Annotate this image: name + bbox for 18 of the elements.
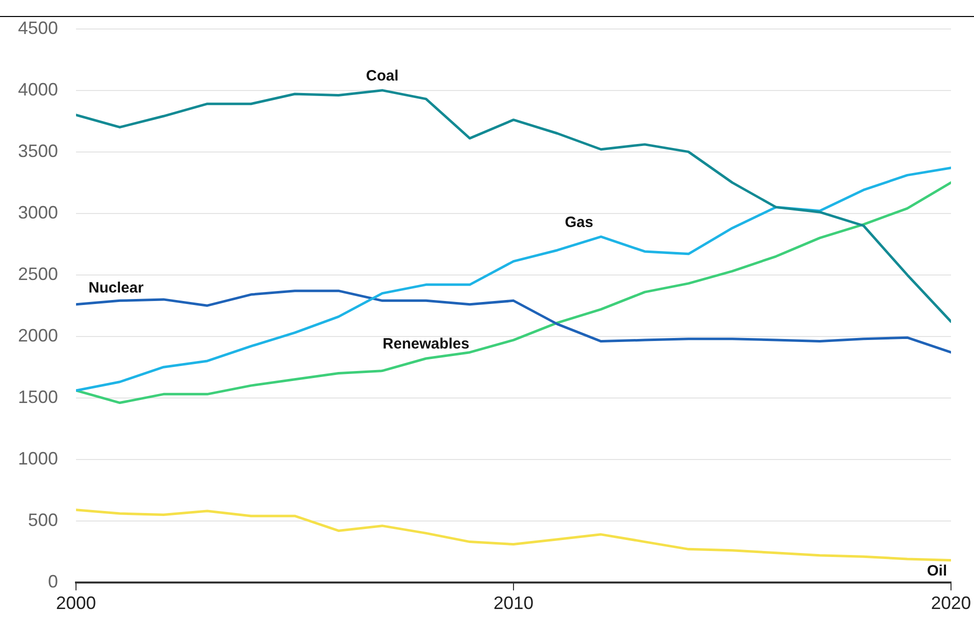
y-tick-label: 3000 (18, 202, 58, 222)
y-tick-label: 0 (48, 571, 58, 592)
y-tick-label: 3500 (18, 140, 58, 161)
y-tick-label: 2500 (18, 264, 58, 284)
y-tick-label: 1500 (18, 386, 58, 407)
y-tick-label: 500 (28, 510, 58, 530)
x-tick-label: 2020 (930, 593, 971, 614)
series-label: Renewables (382, 336, 470, 353)
y-tick-label: 4000 (18, 79, 58, 100)
series-label: Nuclear (88, 280, 144, 297)
x-tick-label: 2000 (56, 593, 96, 614)
x-tick-label: 2010 (493, 593, 534, 614)
y-tick-label: 1000 (18, 448, 58, 468)
y-tick-label: 4500 (18, 18, 58, 38)
series-label: Oil (926, 562, 947, 580)
series-label: Gas (564, 214, 594, 231)
series-label: Coal (366, 67, 399, 84)
y-tick-label: 2000 (18, 325, 58, 346)
